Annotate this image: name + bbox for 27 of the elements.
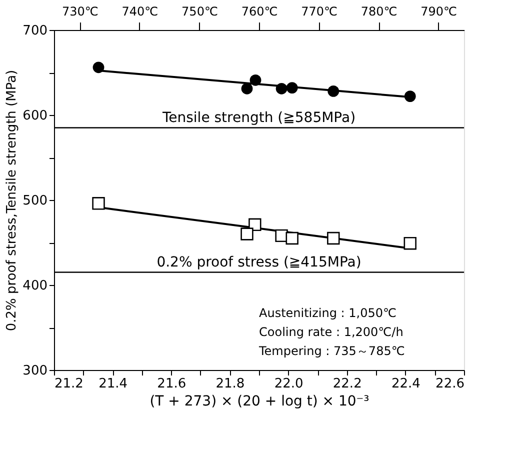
x2-tick-label: 740℃ [122,4,158,18]
annotation: Tempering : 735～785℃ [258,344,405,358]
x-tick-label: 21.2 [54,376,84,392]
ref-line-label: 0.2% proof stress (≧415MPa) [156,254,362,270]
annotation: Cooling rate : 1,200℃/h [259,325,404,339]
x-tick-label: 22.2 [332,376,362,392]
x-tick-label: 22.0 [274,376,304,392]
x2-tick-label: 770℃ [301,4,338,18]
x-tick-label: 21.8 [216,376,245,392]
y-tick-label: 300 [22,364,48,378]
ref-line-label: Tensile strength (≧585MPa) [161,110,356,126]
y-axis-title: 0.2% proof stress,Tensile strength (MPa) [4,70,20,332]
x2-tick-label: 790℃ [420,4,457,18]
annotation: Austenitizing : 1,050℃ [259,306,396,320]
y-tick-label: 500 [22,194,48,208]
y-tick-label: 400 [22,278,48,294]
y-tick-label: 600 [22,108,48,124]
x2-tick-label: 780℃ [360,4,398,18]
x2-tick-label: 730℃ [62,4,98,18]
x2-tick-label: 750℃ [182,4,218,18]
x-tick-label: 21.4 [98,376,128,392]
x-axis-title: (T + 273) × (20 + log t) × 10⁻³ [150,394,370,410]
y-tick-label: 700 [22,24,48,38]
x2-tick-label: 760℃ [241,4,278,18]
x-tick-label: 22.4 [391,376,420,392]
x-tick-label: 21.6 [157,376,186,392]
x-tick-label: 22.6 [436,376,464,392]
